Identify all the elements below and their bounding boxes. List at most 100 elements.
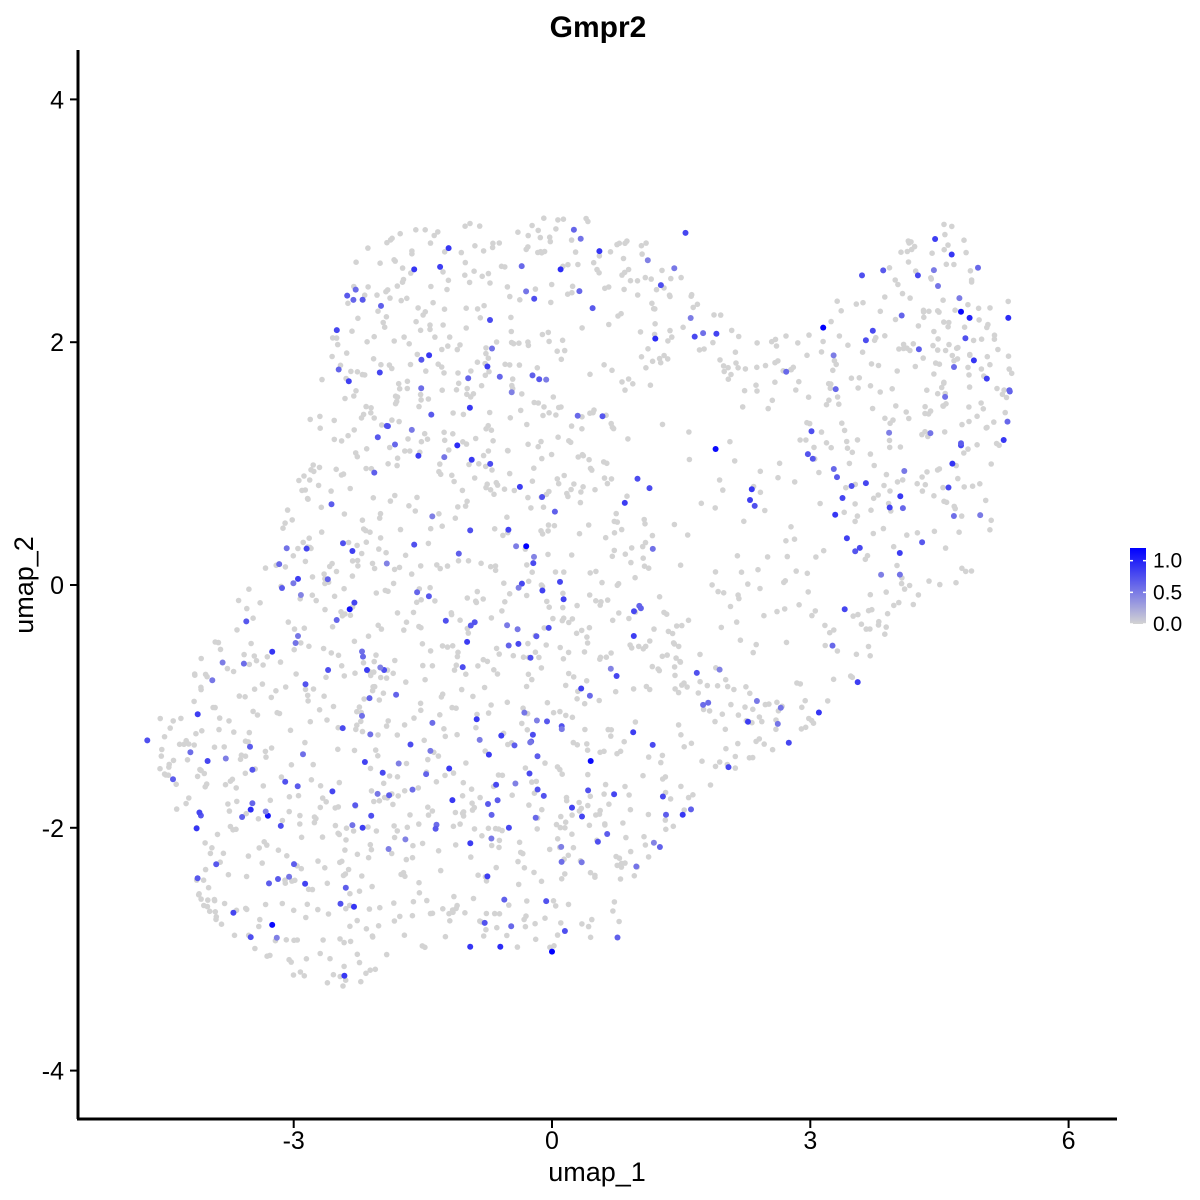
cell-point bbox=[304, 901, 311, 908]
expressing-cell-point bbox=[428, 411, 435, 418]
expressing-cell-point bbox=[467, 527, 474, 534]
cell-point bbox=[764, 554, 771, 560]
expressing-cell-point bbox=[432, 825, 439, 832]
cell-point bbox=[596, 697, 602, 704]
cell-point bbox=[400, 869, 407, 876]
cell-point bbox=[775, 358, 781, 364]
cell-point bbox=[195, 892, 202, 898]
cell-point bbox=[441, 249, 448, 255]
cell-point bbox=[542, 760, 548, 766]
cell-point bbox=[231, 729, 237, 735]
expressing-cell-point bbox=[144, 737, 151, 744]
cell-point bbox=[424, 897, 430, 904]
cell-point bbox=[675, 689, 682, 696]
expressing-cell-point bbox=[374, 790, 381, 797]
cell-point bbox=[920, 309, 927, 315]
cell-point bbox=[450, 431, 456, 437]
cell-point bbox=[345, 539, 352, 546]
cell-point bbox=[173, 781, 179, 788]
cell-point bbox=[508, 328, 515, 335]
cell-point bbox=[290, 972, 297, 978]
cell-point bbox=[391, 918, 398, 924]
cell-point bbox=[628, 559, 634, 566]
cell-point bbox=[199, 728, 205, 734]
cell-point bbox=[485, 270, 492, 277]
cell-point bbox=[649, 300, 655, 307]
cell-point bbox=[325, 911, 332, 917]
cell-point bbox=[457, 821, 463, 827]
cell-point bbox=[184, 757, 191, 763]
cell-point bbox=[509, 376, 516, 382]
x-axis-title: umap_1 bbox=[548, 1157, 646, 1187]
cell-point bbox=[220, 850, 227, 857]
cell-point bbox=[564, 490, 570, 497]
cell-point bbox=[579, 921, 585, 927]
cell-point bbox=[673, 623, 680, 629]
cell-point bbox=[830, 676, 837, 683]
cell-point bbox=[643, 365, 649, 371]
cell-point bbox=[483, 350, 489, 357]
expressing-cell-point bbox=[527, 739, 534, 746]
cell-point bbox=[573, 630, 580, 637]
cell-point bbox=[370, 356, 377, 362]
cell-point bbox=[604, 480, 611, 487]
cell-point bbox=[391, 566, 398, 573]
expressing-cell-point bbox=[534, 786, 541, 793]
cell-point bbox=[178, 715, 184, 722]
cell-point bbox=[243, 810, 249, 817]
expressing-cell-point bbox=[273, 934, 280, 941]
cell-point bbox=[445, 277, 452, 284]
expressing-cell-point bbox=[328, 501, 335, 508]
cell-point bbox=[492, 825, 499, 832]
cell-point bbox=[262, 748, 269, 755]
cell-point bbox=[593, 598, 599, 604]
expressing-cell-point bbox=[532, 814, 539, 821]
expressing-cell-point bbox=[594, 838, 601, 845]
expressing-cell-point bbox=[516, 483, 523, 490]
expressing-cell-point bbox=[441, 454, 448, 461]
cell-point bbox=[331, 436, 338, 443]
cell-point bbox=[347, 923, 353, 930]
cell-point bbox=[953, 579, 959, 586]
y-tick-label: 4 bbox=[50, 86, 64, 114]
cell-point bbox=[403, 856, 410, 863]
cell-point bbox=[828, 381, 834, 387]
cell-point bbox=[416, 821, 422, 827]
chart-title: Gmpr2 bbox=[550, 11, 647, 44]
cell-point bbox=[383, 675, 390, 681]
cell-point bbox=[356, 959, 363, 966]
expressing-cell-point bbox=[367, 731, 374, 738]
cell-point bbox=[407, 812, 413, 818]
cell-point bbox=[711, 312, 717, 318]
cell-point bbox=[845, 342, 851, 349]
expressing-cell-point bbox=[919, 539, 926, 546]
cell-point bbox=[453, 387, 460, 393]
cell-point bbox=[562, 682, 569, 689]
cell-point bbox=[579, 325, 585, 331]
cell-point bbox=[665, 338, 671, 344]
cell-point bbox=[170, 718, 176, 724]
cell-point bbox=[375, 753, 381, 759]
cell-point bbox=[367, 765, 374, 772]
cell-point bbox=[928, 275, 934, 281]
cell-point bbox=[302, 686, 309, 693]
cell-point bbox=[427, 910, 434, 917]
cell-point bbox=[581, 649, 588, 655]
expressing-cell-point bbox=[649, 545, 656, 552]
legend-label: 0.0 bbox=[1153, 613, 1182, 636]
cell-point bbox=[548, 451, 555, 458]
cell-point bbox=[860, 299, 866, 306]
cell-point bbox=[803, 437, 809, 443]
cell-point bbox=[546, 846, 553, 853]
cell-point bbox=[649, 532, 656, 539]
cell-point bbox=[491, 491, 497, 498]
cell-point bbox=[575, 454, 581, 460]
expression-points bbox=[144, 226, 1013, 979]
expressing-cell-point bbox=[570, 226, 577, 233]
cell-point bbox=[717, 357, 723, 363]
cell-point bbox=[275, 847, 282, 853]
cell-point bbox=[517, 407, 524, 414]
background-points bbox=[157, 215, 1015, 989]
cell-point bbox=[334, 341, 341, 348]
cell-point bbox=[468, 854, 474, 860]
